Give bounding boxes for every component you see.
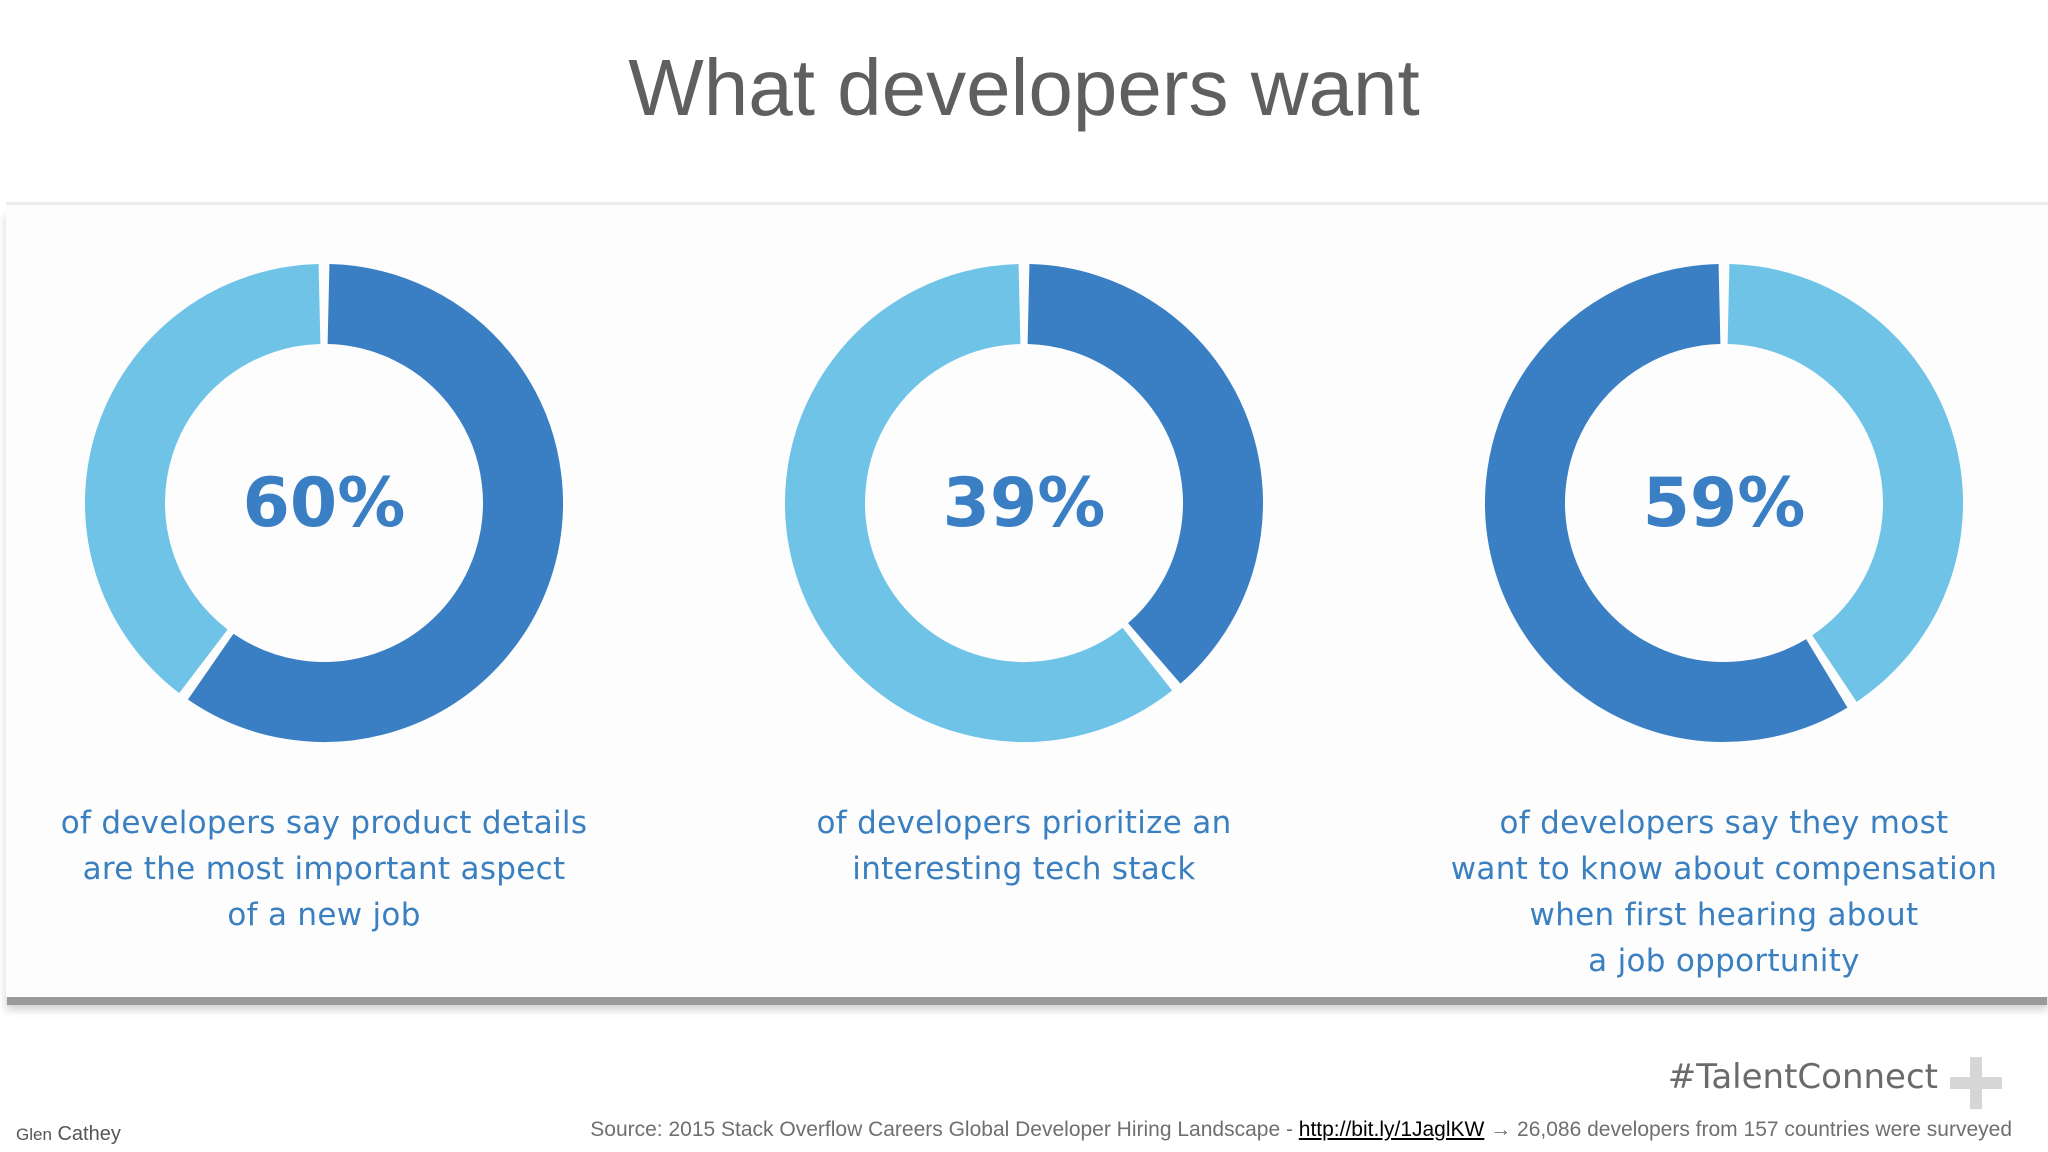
caption-2: of developers prioritize an interesting … <box>714 800 1334 892</box>
source-prefix: Source: 2015 Stack Overflow Careers Glob… <box>590 1118 1299 1141</box>
author-first-name: Glen <box>16 1125 52 1144</box>
caption-1-line-1: of developers say product details <box>60 805 588 841</box>
caption-3-line-2: want to know about compensation <box>1450 851 1998 887</box>
author-last-name: Cathey <box>57 1123 121 1145</box>
donut-chart-2: 39% <box>785 264 1263 742</box>
donut-3-light-segment <box>1726 264 1963 702</box>
source-link[interactable]: http://bit.ly/1JaglKW <box>1298 1118 1485 1141</box>
caption-2-line-2: interesting tech stack <box>852 851 1196 887</box>
caption-3-line-1: of developers say they most <box>1499 805 1949 841</box>
caption-1: of developers say product details are th… <box>14 800 634 938</box>
source-citation: Source: 2015 Stack Overflow Careers Glob… <box>590 1118 2012 1142</box>
source-suffix: 26,086 developers from 157 countries wer… <box>1517 1118 2012 1141</box>
slide-title: What developers want <box>628 43 1420 132</box>
donut-1-value-segment <box>188 264 563 742</box>
donut-2-value-segment <box>1026 264 1263 684</box>
plus-logo-icon <box>1950 1057 2002 1109</box>
donut-3-percent-label: 59% <box>1643 464 1806 543</box>
donut-2-light-segment <box>785 264 1173 742</box>
caption-3: of developers say they most want to know… <box>1414 800 2034 984</box>
donut-chart-1: 60% <box>85 264 563 742</box>
donut-2-percent-label: 39% <box>943 464 1106 543</box>
donut-1-percent-label: 60% <box>243 464 406 543</box>
donut-chart-3: 59% <box>1485 264 1963 742</box>
caption-3-line-4: a job opportunity <box>1588 943 1860 979</box>
caption-1-line-2: are the most important aspect <box>82 851 566 887</box>
talent-connect-hashtag: #TalentConnect <box>1667 1057 1938 1097</box>
caption-1-line-3: of a new job <box>227 897 421 933</box>
caption-2-line-1: of developers prioritize an <box>816 805 1232 841</box>
arrow-right-icon: → <box>1490 1118 1512 1141</box>
donut-1-light-segment <box>85 264 322 694</box>
author-name: Glen Cathey <box>16 1123 121 1146</box>
caption-3-line-3: when first hearing about <box>1529 897 1919 933</box>
donut-3-value-segment <box>1485 264 1848 742</box>
